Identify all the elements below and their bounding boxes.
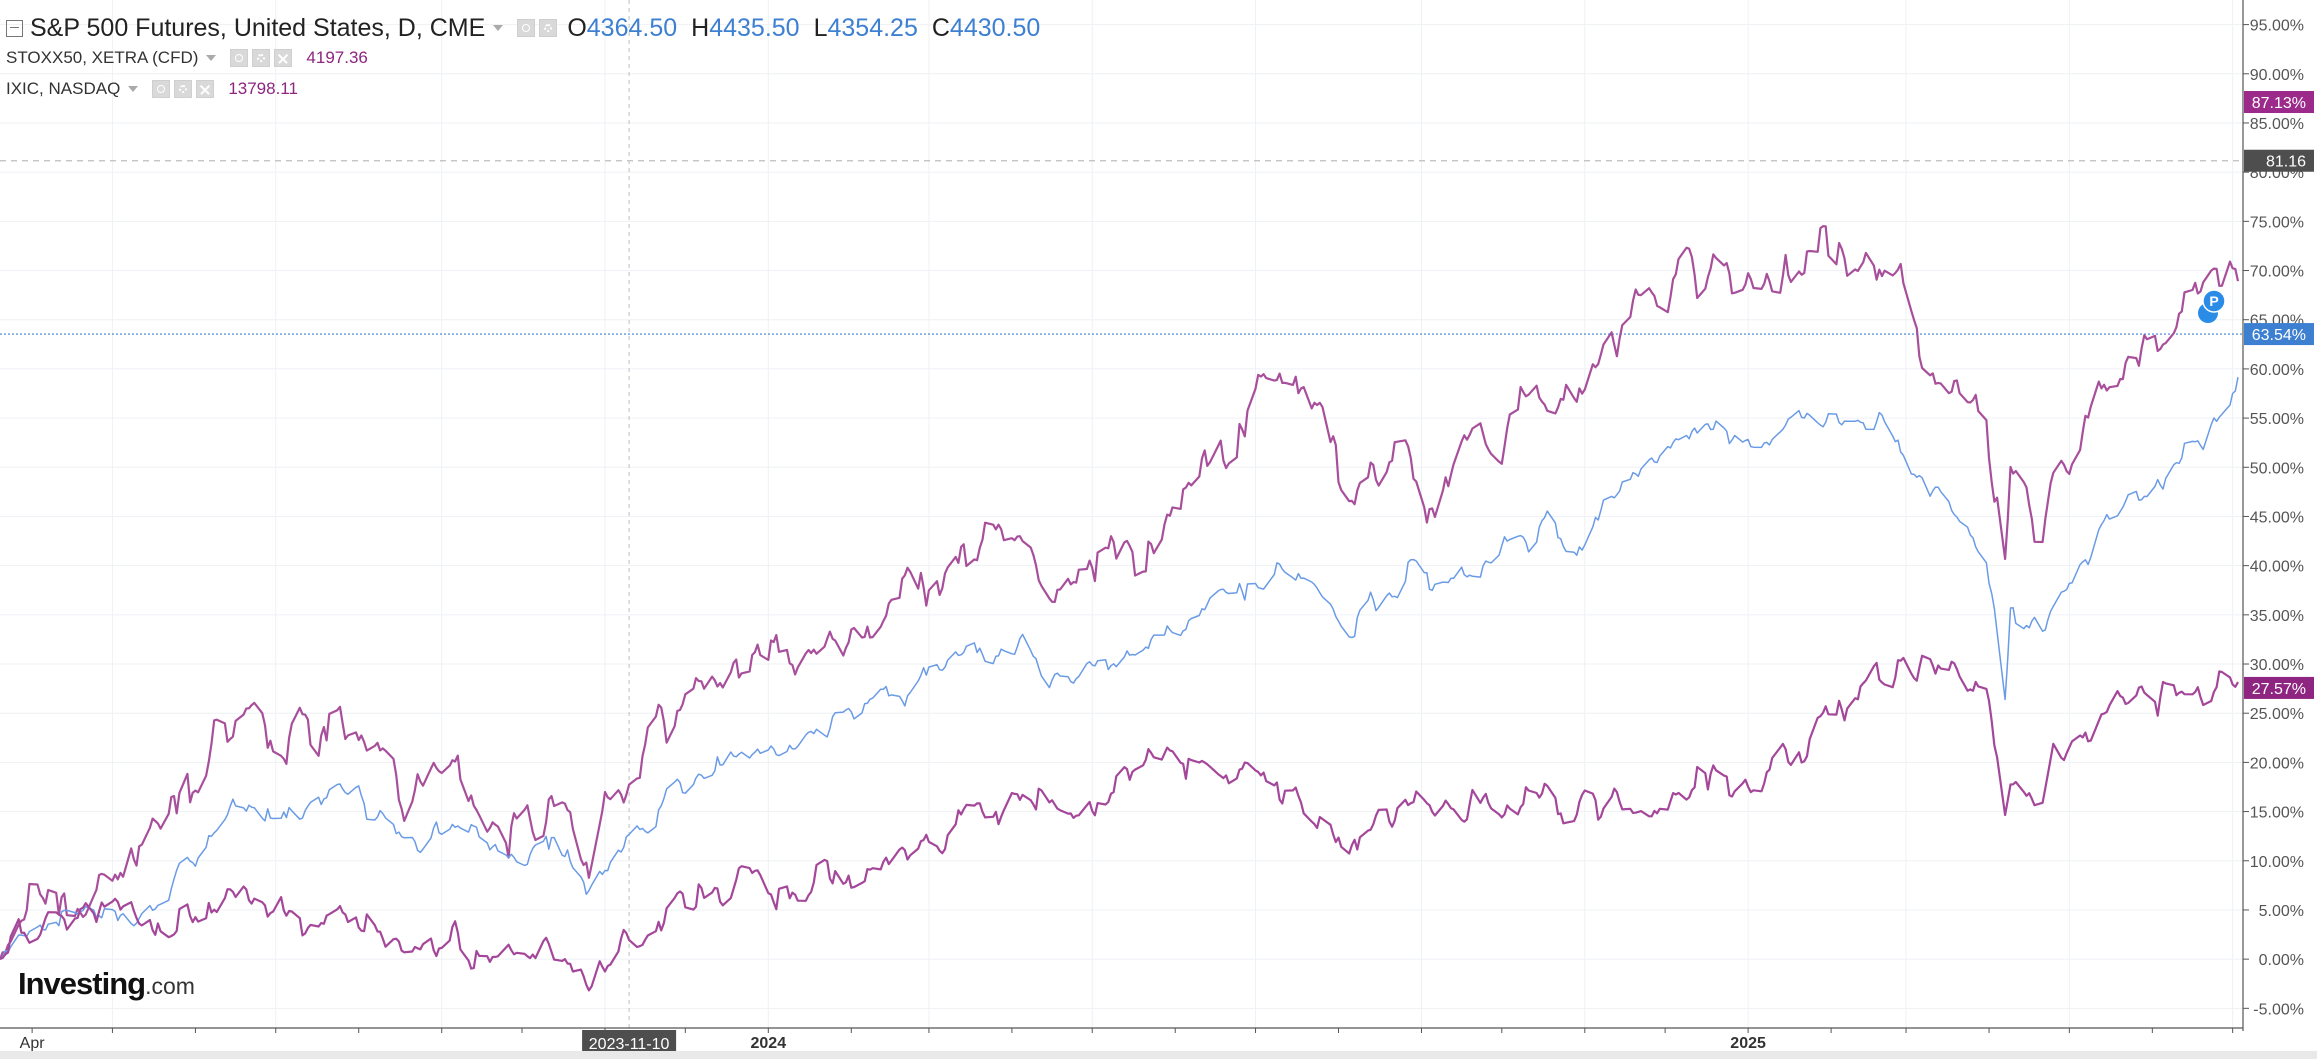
series-line — [0, 225, 2240, 960]
y-tick-label: 25.00% — [2250, 706, 2304, 723]
value-tag-label: 63.54% — [2252, 327, 2306, 344]
crosshair-date-label: 2023-11-10 — [589, 1036, 670, 1053]
x-tick-label: Apr — [20, 1035, 46, 1052]
series-line — [0, 377, 2239, 960]
logo-brand: Investing — [18, 966, 146, 1001]
y-tick-label: 85.00% — [2250, 116, 2304, 133]
gear-icon[interactable] — [539, 19, 558, 37]
investing-logo: Investing.com — [18, 966, 195, 1002]
stoxx-series-name[interactable]: STOXX50, XETRA (CFD) — [6, 48, 199, 67]
ixic-series-name[interactable]: IXIC, NASDAQ — [6, 79, 121, 98]
y-tick-label: 10.00% — [2250, 854, 2304, 871]
chevron-down-icon[interactable] — [128, 86, 139, 92]
y-tick-label: 35.00% — [2250, 608, 2304, 625]
y-tick-label: 20.00% — [2250, 755, 2304, 772]
marker-circle — [2202, 289, 2226, 313]
value-tag-bg — [2244, 149, 2314, 172]
value-tag: 63.54% — [2244, 323, 2314, 346]
value-tag: 81.16 — [2244, 149, 2314, 172]
y-tick-label: 30.00% — [2250, 657, 2304, 674]
y-tick-label: 0.00% — [2259, 952, 2304, 969]
close-value: 4430.50 — [949, 13, 1041, 42]
series-line — [0, 654, 2239, 992]
value-tag-bg — [2244, 91, 2314, 114]
collapse-legend-icon[interactable] — [6, 19, 23, 37]
chevron-down-icon[interactable] — [206, 55, 217, 61]
value-tag: 87.13% — [2244, 91, 2314, 114]
value-tag-label: 87.13% — [2252, 95, 2306, 112]
legend-stoxx-series: STOXX50, XETRA (CFD) 4197.36 — [6, 46, 368, 70]
eye-icon[interactable] — [152, 80, 171, 98]
eye-icon[interactable] — [517, 19, 536, 37]
open-value: 4364.50 — [586, 13, 678, 42]
high-label: H — [691, 13, 710, 42]
low-value: 4354.25 — [827, 13, 918, 42]
high-value: 4435.50 — [709, 13, 800, 42]
legend-ixic-series: IXIC, NASDAQ 13798.11 — [6, 77, 298, 101]
y-tick-label: 40.00% — [2250, 559, 2304, 576]
value-tag-label: 81.16 — [2266, 154, 2306, 171]
x-tick-label: 2025 — [1730, 1035, 1766, 1052]
y-tick-label: 90.00% — [2250, 67, 2304, 84]
gear-icon[interactable] — [174, 80, 193, 98]
y-tick-label: 60.00% — [2250, 362, 2304, 379]
value-tag-bg — [2244, 676, 2314, 699]
close-label: C — [931, 13, 950, 42]
grid — [0, 0, 2243, 1028]
y-tick-label: 75.00% — [2250, 214, 2304, 231]
y-tick-label: 15.00% — [2250, 805, 2304, 822]
legend-main-series: S&P 500 Futures, United States, D, CME O… — [6, 12, 1040, 44]
y-tick-label: 95.00% — [2250, 18, 2304, 35]
y-tick-label: 55.00% — [2250, 411, 2304, 428]
gear-icon[interactable] — [252, 49, 271, 67]
main-series-title[interactable]: S&P 500 Futures, United States, D, CME — [30, 13, 486, 42]
y-tick-label: 45.00% — [2250, 509, 2304, 526]
y-tick-label: 50.00% — [2250, 460, 2304, 477]
close-icon[interactable] — [274, 49, 293, 67]
bottom-scroll-strip[interactable] — [0, 1051, 2317, 1059]
chevron-down-icon[interactable] — [493, 25, 504, 31]
y-tick-label: -5.00% — [2253, 1001, 2304, 1018]
stoxx-series-value: 4197.36 — [306, 48, 368, 67]
value-tag-label: 27.57% — [2252, 681, 2306, 698]
x-tick-label: 2024 — [751, 1035, 787, 1052]
y-axis: 95.00%90.00%85.00%80.00%75.00%70.00%65.0… — [2242, 0, 2304, 1031]
marker-label: P — [2209, 293, 2218, 309]
ixic-series-value: 13798.11 — [228, 79, 298, 98]
logo-suffix: .com — [145, 973, 195, 999]
value-tag: 27.57% — [2244, 676, 2314, 699]
y-tick-label: 70.00% — [2250, 264, 2304, 281]
eye-icon[interactable] — [230, 49, 249, 67]
low-label: L — [813, 13, 828, 42]
value-tag-bg — [2244, 323, 2314, 346]
open-label: O — [567, 13, 587, 42]
marker-p-icon: P — [2198, 289, 2226, 323]
close-icon[interactable] — [196, 80, 215, 98]
y-tick-label: 5.00% — [2259, 903, 2304, 920]
